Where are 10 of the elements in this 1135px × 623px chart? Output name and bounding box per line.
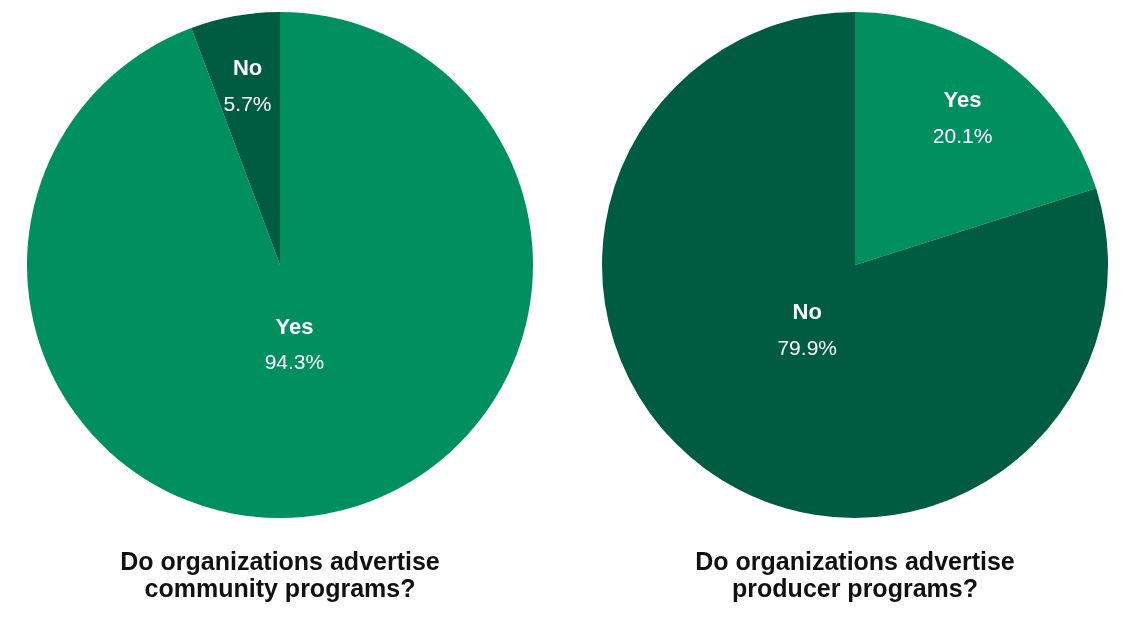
data-label: 79.9% [777, 336, 837, 360]
data-label: 5.7% [223, 91, 272, 115]
text: Do organizations advertise community programs? [119, 547, 441, 602]
slice-label: No [232, 54, 263, 80]
data-label: 94.3% [264, 350, 325, 374]
text: Do organizations advertise producer programs? [694, 547, 1016, 602]
slice-label: No [792, 299, 822, 325]
slice-label: Yes [943, 87, 982, 113]
data-label: 20.1% [932, 123, 993, 147]
slice-label: Yes [275, 313, 314, 339]
